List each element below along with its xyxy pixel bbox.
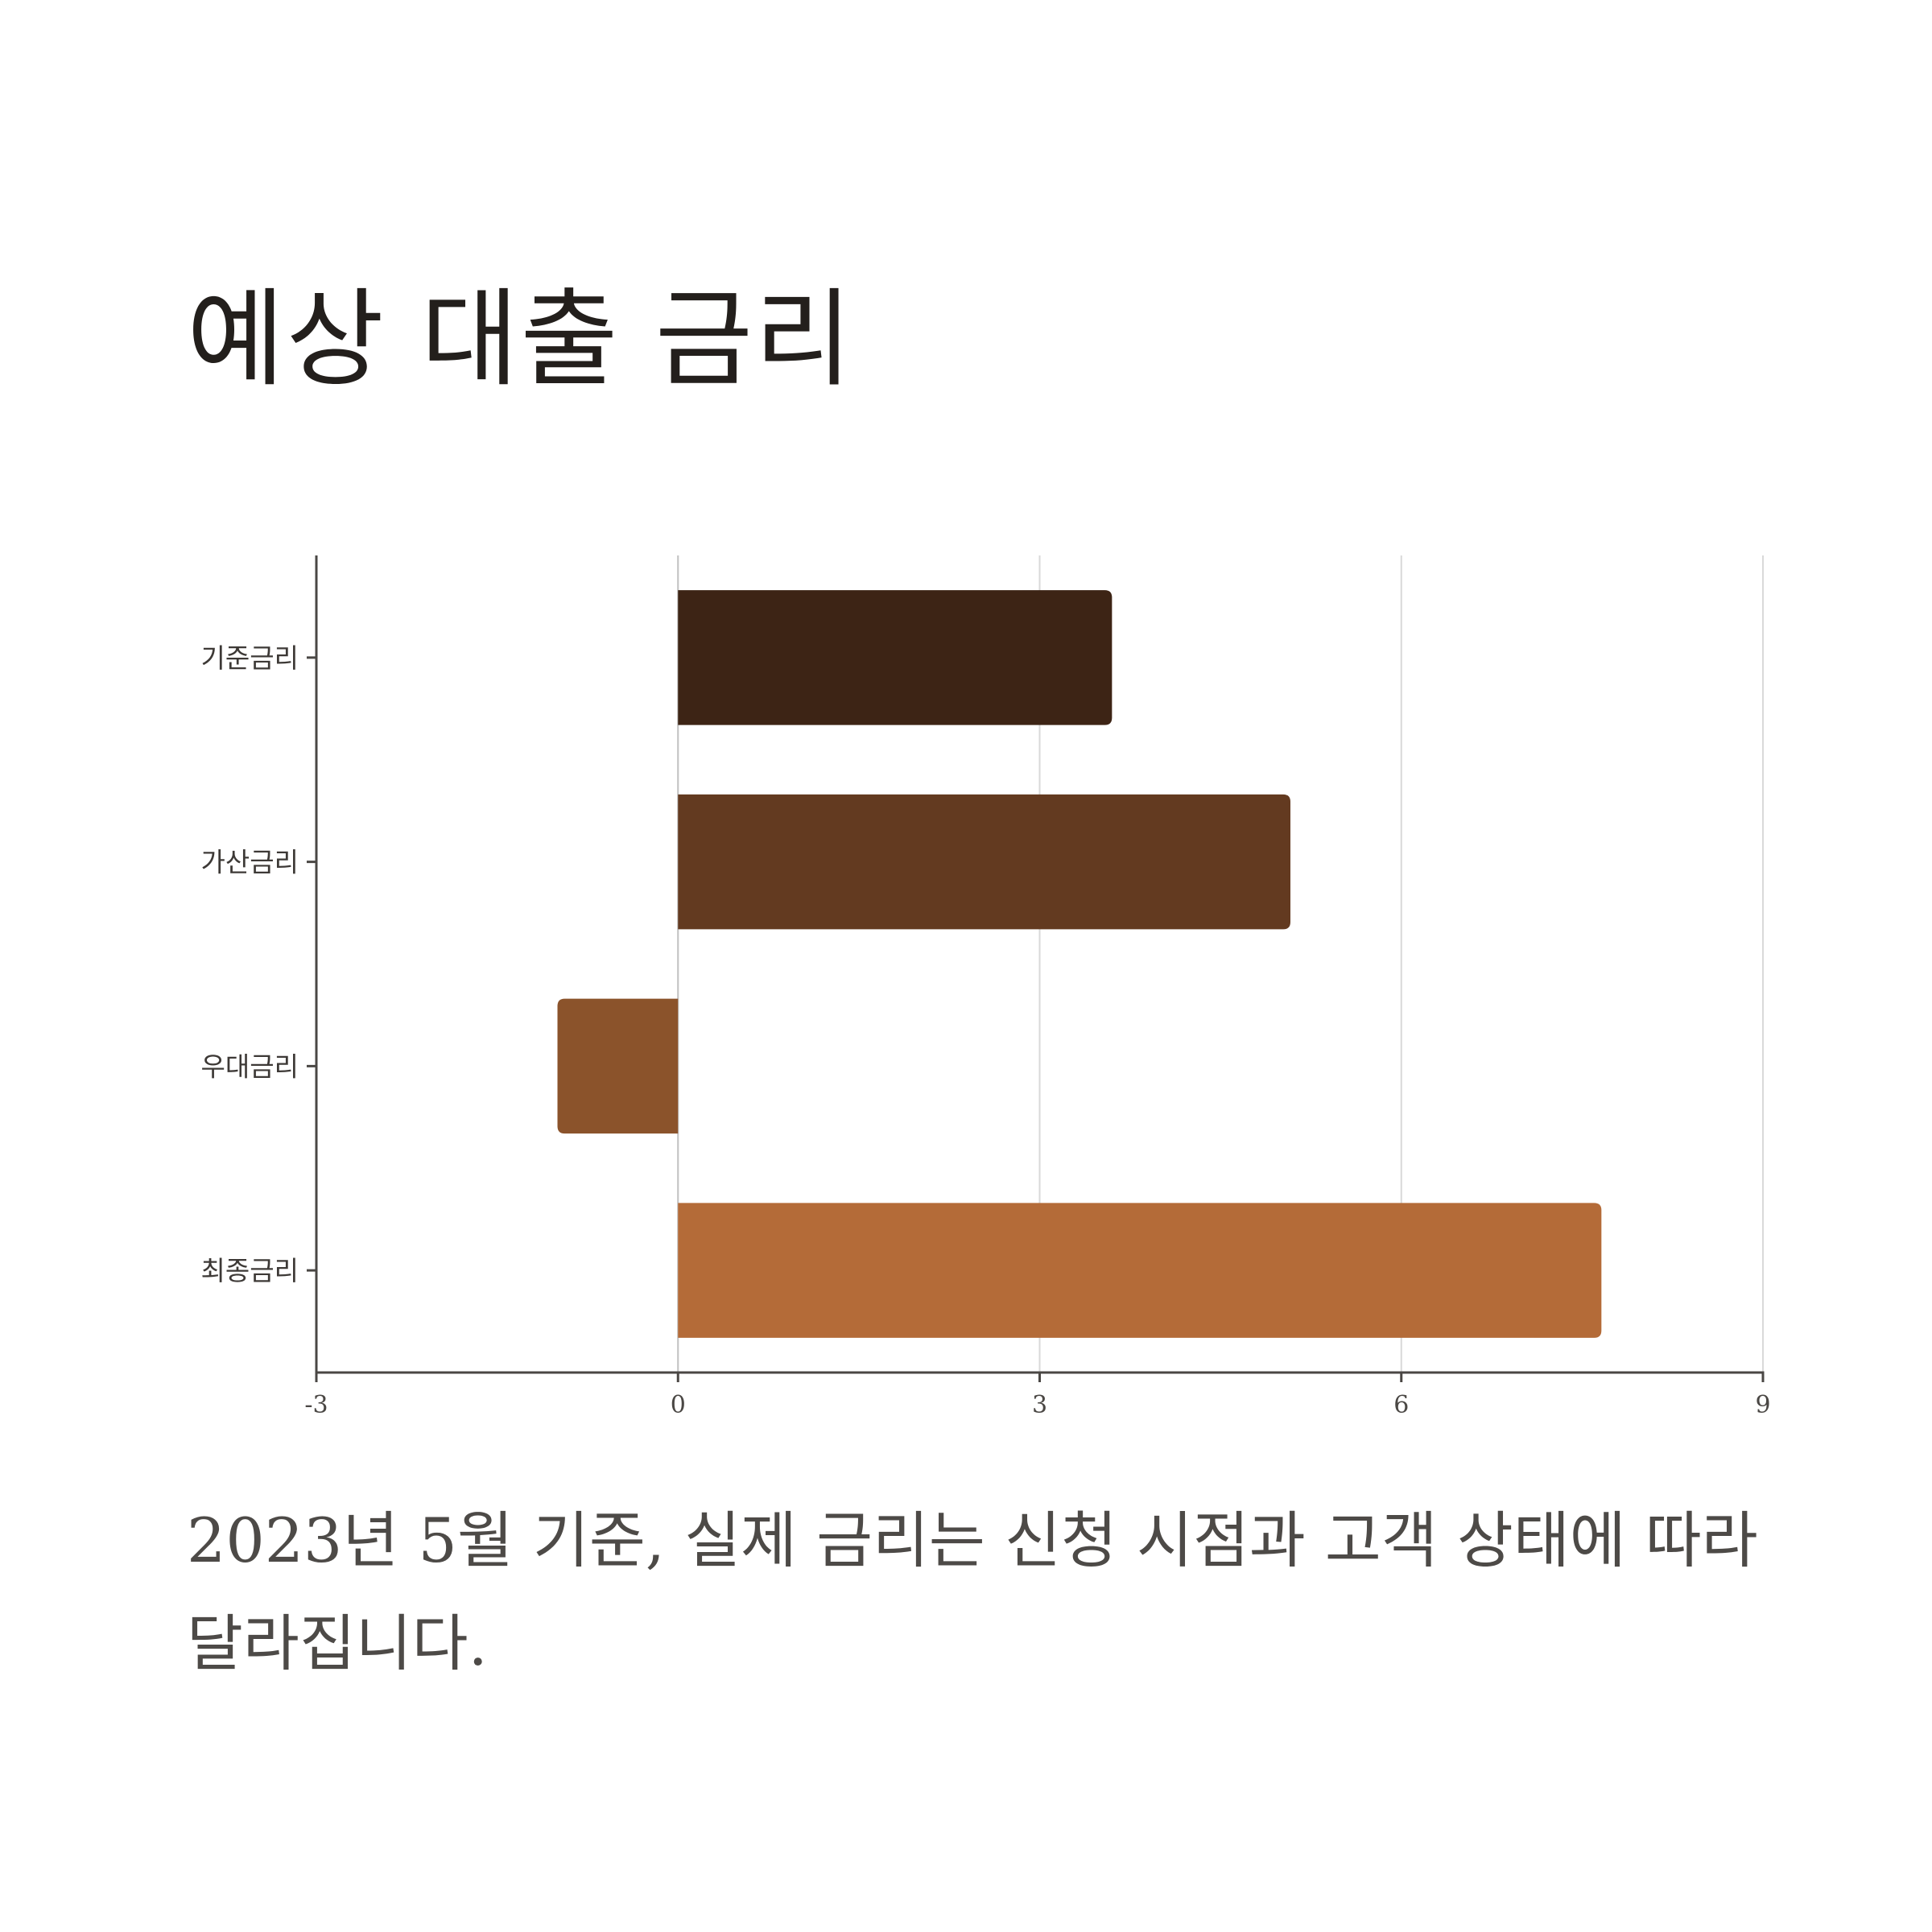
x-tick-label: 6: [1393, 1391, 1409, 1419]
bar: [678, 590, 1113, 725]
bar: [678, 794, 1290, 930]
bars: [557, 590, 1602, 1338]
axes: [307, 555, 1765, 1382]
bar: [678, 1203, 1602, 1338]
x-tick-label: 9: [1755, 1391, 1770, 1419]
y-tick-label: 우대금리: [201, 1051, 299, 1082]
x-tick-label: 3: [1032, 1391, 1047, 1419]
y-tick-label: 기준금리: [201, 642, 299, 674]
x-axis-labels: -3 0 3 6 9: [304, 1391, 1770, 1419]
bar: [557, 998, 679, 1134]
x-tick-label: 0: [671, 1391, 686, 1419]
y-tick-label: 가산금리: [201, 847, 299, 878]
y-tick-label: 최종금리: [201, 1255, 299, 1286]
x-tick-label: -3: [304, 1391, 328, 1419]
caption-text: 2023년 5월 기준, 실제 금리는 신청 시점과 고객 상태에 따라 달라집…: [187, 1505, 1758, 1679]
page-title: 예상 대출 금리: [187, 278, 854, 402]
